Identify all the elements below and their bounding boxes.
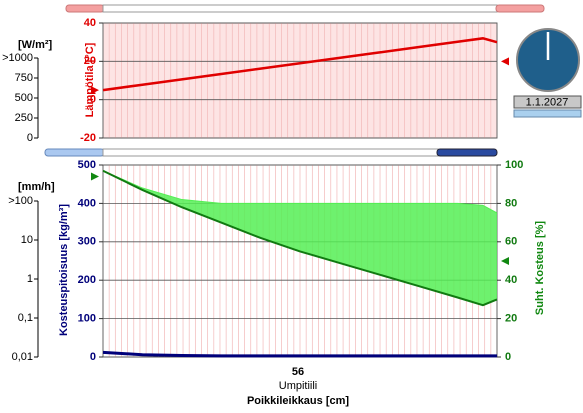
y2-tick-label: 0: [505, 351, 511, 363]
thickness-label: 56: [292, 366, 304, 378]
humidity-band: [103, 170, 497, 306]
material-label: Umpitiili: [279, 380, 318, 392]
y2-tick-label: 100: [505, 159, 523, 171]
scale-tick-label: 10: [21, 234, 33, 246]
y2-tick-label: 60: [505, 236, 517, 248]
y2-axis-label: Suht. Kosteus [%]: [534, 221, 546, 315]
data-line: [102, 169, 498, 307]
radiation-label: [W/m²]: [18, 39, 53, 51]
y-tick-label: 20: [84, 55, 96, 67]
y-tick-label: 0: [90, 94, 96, 106]
scale-tick-label: 250: [15, 112, 33, 124]
bar-segment: [44, 148, 105, 157]
bar-segment: [65, 4, 105, 13]
y-tick-label: 100: [78, 313, 96, 325]
y2-tick-label: 80: [505, 197, 517, 209]
bar-segment: [495, 4, 545, 13]
y-tick-label: -20: [80, 132, 96, 144]
scale-tick-label: >100: [8, 195, 33, 207]
top-layer-bar: [65, 4, 545, 13]
scale-tick-label: 1: [27, 273, 33, 285]
y2-tick-label: 20: [505, 313, 517, 325]
scale-tick-label: >1000: [2, 52, 33, 64]
bar-segment: [102, 4, 498, 13]
scale-tick-label: 0,1: [18, 312, 33, 324]
data-line: [102, 350, 497, 358]
boundary-marker: [91, 172, 99, 181]
y-tick-label: 0: [90, 351, 96, 363]
bottom-layer-bar: [44, 148, 498, 157]
scale-tick-label: 750: [15, 72, 33, 84]
y2-tick-label: 40: [505, 274, 517, 286]
y-tick-label: 300: [78, 236, 96, 248]
rain-label: [mm/h]: [18, 181, 55, 193]
data-line: [102, 170, 498, 214]
y-tick-label: 200: [78, 274, 96, 286]
scale-tick-label: 0,01: [12, 351, 33, 363]
y-tick-label: 40: [84, 17, 96, 29]
boundary-marker: [501, 257, 509, 265]
clock: 1.1.2027: [513, 28, 582, 118]
y-axis-label: Kosteuspitoisuus [kg/m³]: [58, 204, 70, 336]
y-axis-label: Lämpötila [°C]: [84, 42, 96, 117]
bar-segment: [436, 148, 498, 157]
y-tick-label: 400: [78, 197, 96, 209]
scale-tick-label: 0: [27, 132, 33, 144]
x-axis-label: Poikkileikkaus [cm]: [247, 395, 349, 407]
boundary-marker: [91, 86, 99, 95]
data-line: [102, 37, 498, 92]
date-box: [513, 95, 582, 109]
date: 1.1.2027: [526, 96, 569, 108]
y-tick-label: 500: [78, 159, 96, 171]
bar-segment: [102, 148, 439, 157]
progress: [513, 109, 582, 118]
boundary-marker: [501, 57, 509, 66]
scale-tick-label: 500: [15, 92, 33, 104]
